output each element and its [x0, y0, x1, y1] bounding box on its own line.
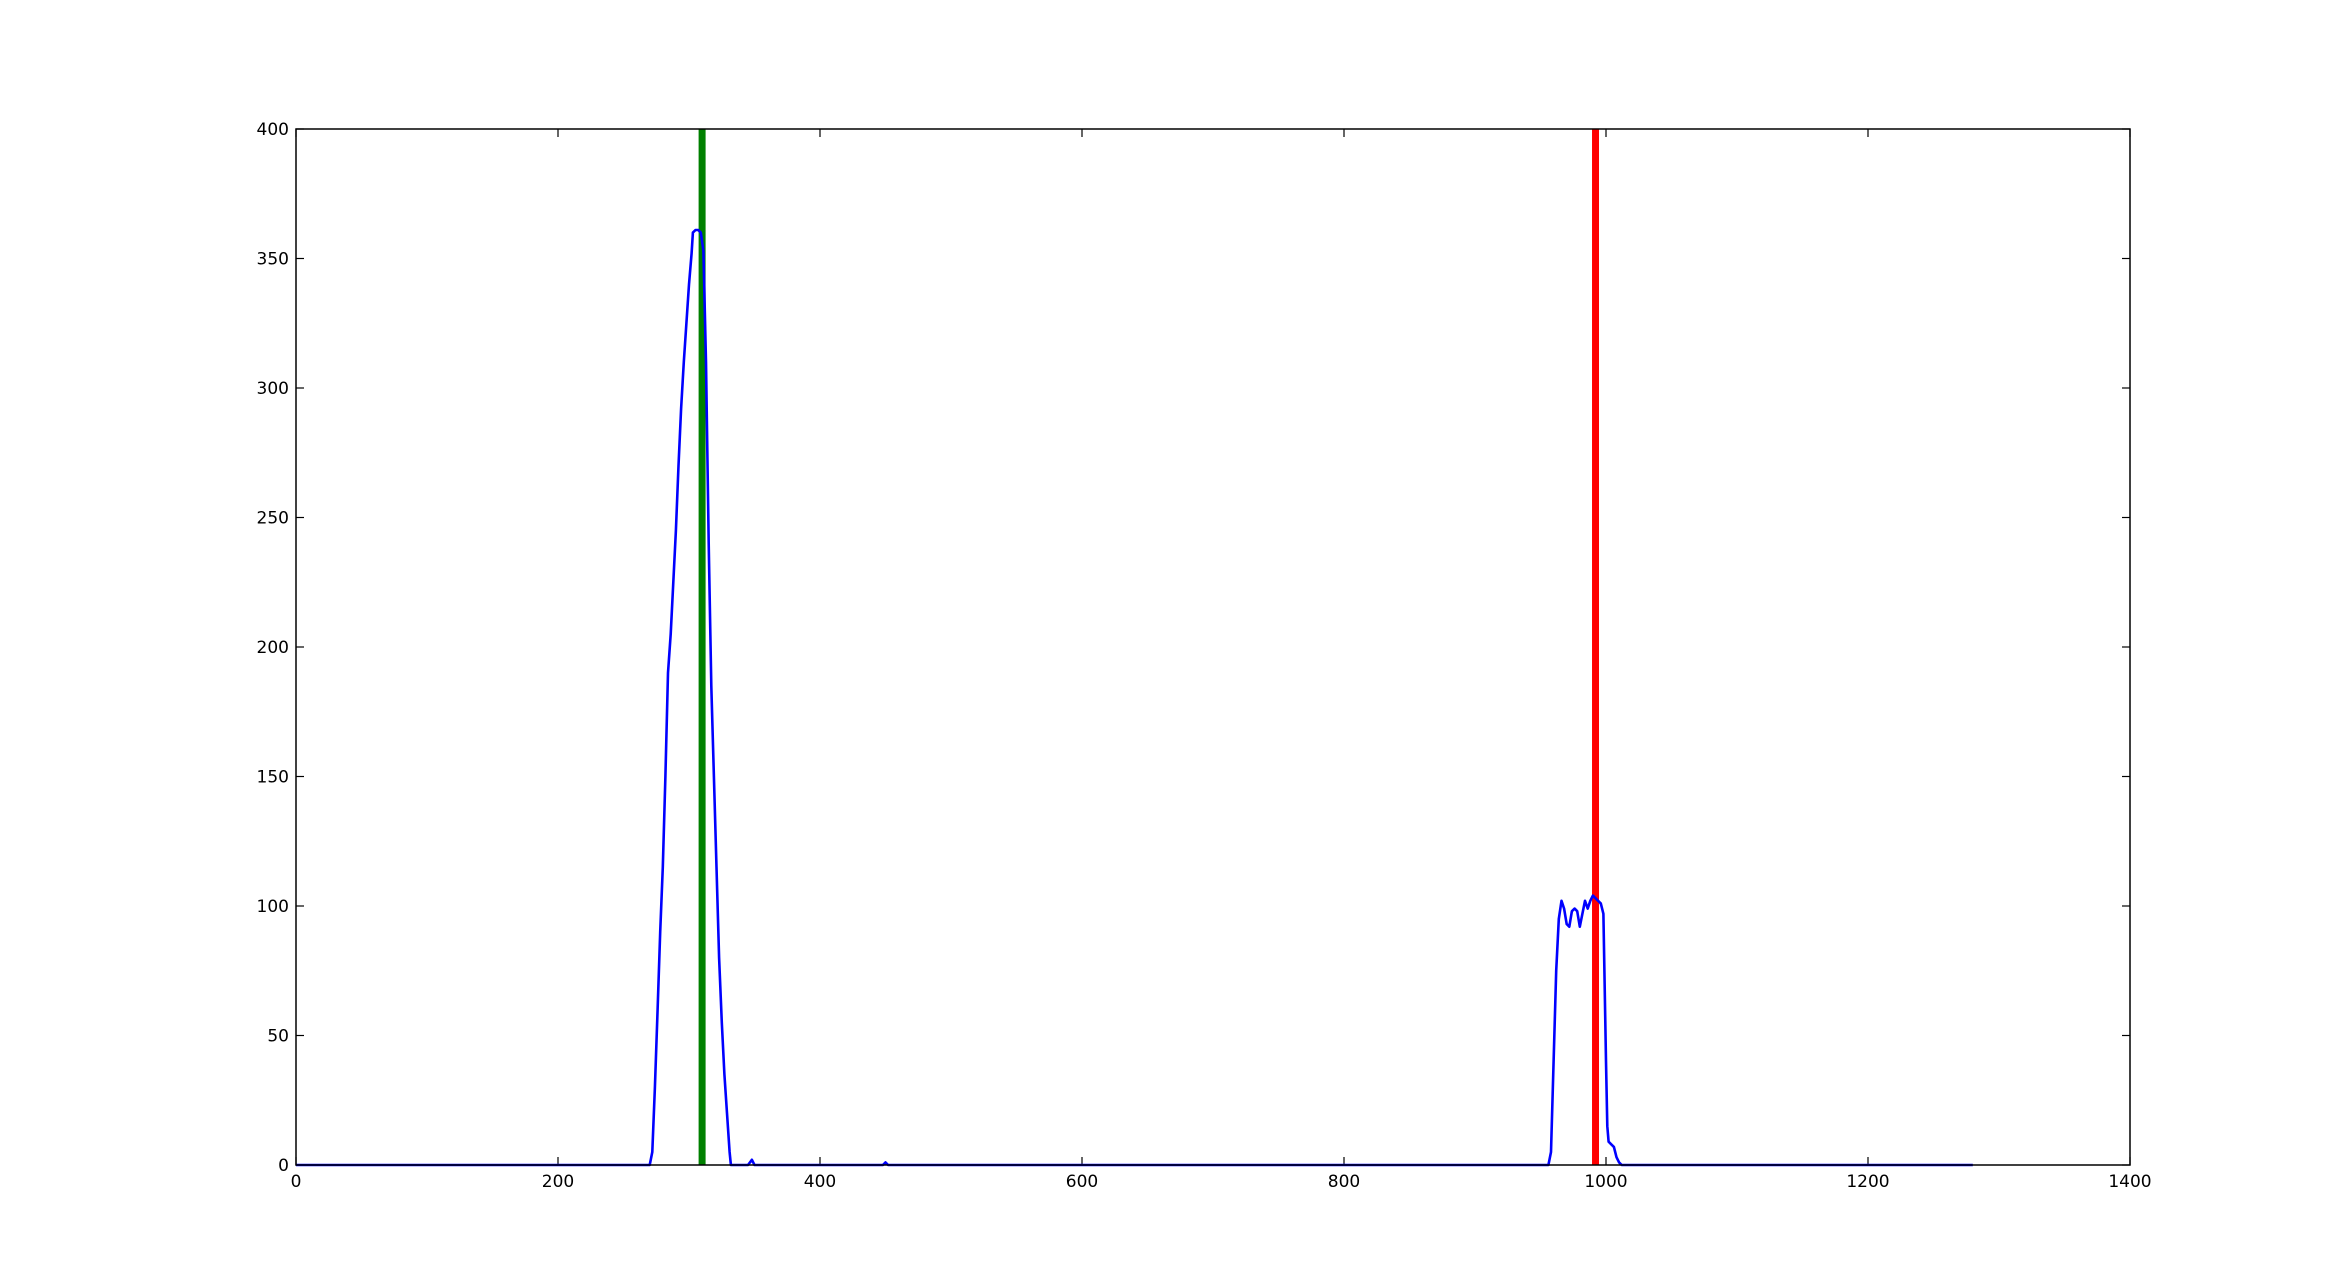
- x-tick-label: 1200: [1846, 1172, 1889, 1192]
- y-tick-label: 50: [267, 1027, 289, 1047]
- series-line: [296, 228, 1973, 1167]
- y-tick-label: 0: [278, 1156, 289, 1176]
- y-tick-label: 250: [257, 509, 289, 529]
- x-tick-label: 600: [1066, 1172, 1098, 1192]
- x-tick-label: 1400: [2108, 1172, 2151, 1192]
- x-tick-label: 800: [1328, 1172, 1360, 1192]
- y-tick-label: 200: [257, 638, 289, 658]
- ticks-layer: 0 200 400 600 800 1000 1200 1400 0 50 100 150 200 250…: [257, 120, 2152, 1192]
- y-tick-label: 350: [257, 250, 289, 270]
- y-tick-label: 400: [257, 120, 289, 140]
- y-tick-label: 100: [257, 897, 289, 917]
- y-tick-label: 300: [257, 379, 289, 399]
- plot-area-frame: [295, 128, 2131, 1166]
- y-tick-label: 150: [257, 768, 289, 788]
- x-tick-label: 1000: [1584, 1172, 1627, 1192]
- x-tick-label: 400: [804, 1172, 836, 1192]
- data-layer: [296, 129, 1973, 1167]
- x-tick-label: 200: [542, 1172, 574, 1192]
- x-tick-label: 0: [291, 1172, 302, 1192]
